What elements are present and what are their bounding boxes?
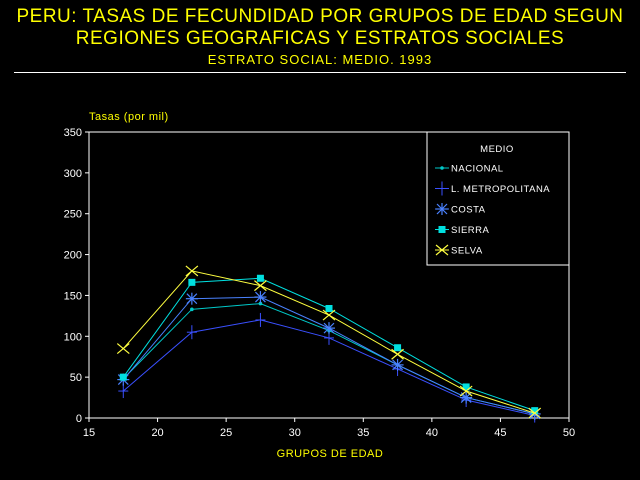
data-point-costa [460, 391, 473, 404]
y-axis-title: Tasas (por mil) [89, 111, 169, 123]
legend-label-l-metropolitana: L. METROPOLITANA [451, 184, 550, 195]
data-point-costa [323, 322, 335, 335]
data-point-costa [391, 358, 404, 371]
legend-marker-selva [435, 244, 449, 256]
data-point-selva [254, 280, 267, 292]
chart-subtitle: ESTRATO SOCIAL: MEDIO. 1993 [207, 52, 433, 67]
axes-layer: 0 50 100 150 200 250 300 350 15 20 25 30 35 40 45 50 [64, 127, 575, 439]
y-tick-label: 100 [64, 331, 82, 343]
data-point-selva [116, 343, 130, 355]
y-tick-label: 250 [64, 209, 82, 221]
data-point-sierra [531, 407, 539, 415]
data-point-sierra [119, 373, 127, 381]
x-tick-label: 25 [220, 427, 232, 439]
data-point-selva [391, 348, 404, 360]
x-tick-label: 45 [494, 427, 506, 439]
legend-item-nacional: NACIONAL [435, 164, 504, 175]
data-point-sierra [188, 278, 196, 286]
chart-title-line-1: PERU: TASAS DE FECUNDIDAD POR GRUPOS DE … [16, 6, 624, 27]
legend-label-costa: COSTA [451, 205, 486, 216]
title-block: PERU: TASAS DE FECUNDIDAD POR GRUPOS DE … [0, 6, 640, 69]
x-tick-label: 15 [83, 427, 95, 439]
data-point-sierra [325, 305, 333, 313]
y-tick-label: 150 [64, 290, 82, 302]
data-point-sierra [394, 344, 402, 352]
chart-title-line-2: REGIONES GEOGRAFICAS Y ESTRATOS SOCIALES [75, 28, 565, 49]
legend-item-sierra: SIERRA [435, 225, 490, 236]
data-point-l-metropolitana [255, 312, 266, 327]
x-tick-label: 40 [426, 427, 438, 439]
series-line-nacional [122, 303, 535, 415]
data-point-l-metropolitana [118, 384, 129, 399]
legend-marker-l-metropolitana [437, 181, 447, 196]
x-tick-label: 20 [151, 427, 163, 439]
legend-item-costa: COSTA [435, 203, 486, 216]
legend-label-sierra: SIERRA [451, 225, 490, 236]
legend-label-selva: SELVA [451, 246, 483, 257]
x-tick-label: 50 [563, 427, 575, 439]
data-point-selva [459, 385, 473, 397]
legend-marker-costa [436, 203, 448, 215]
y-tick-label: 0 [76, 413, 82, 425]
data-point-l-metropolitana [186, 325, 197, 340]
legend-title: MEDIO [480, 144, 514, 155]
legend-item-l-metropolitana: L. METROPOLITANA [435, 181, 550, 196]
legend-box [426, 131, 570, 266]
y-tick-label: 50 [70, 372, 82, 384]
data-point-costa [254, 291, 267, 304]
data-point-sierra [462, 383, 470, 391]
x-tick-label: 35 [357, 427, 369, 439]
x-axis-title: GRUPOS DE EDAD [277, 448, 384, 460]
data-point-sierra [256, 274, 264, 282]
data-point-selva [528, 407, 542, 419]
x-tick-label: 30 [289, 427, 301, 439]
legend-layer: MEDIO NACIONAL L. METROPOLITANA COSTA SIERRA… [426, 131, 570, 266]
legend-label-nacional: NACIONAL [451, 164, 504, 175]
data-point-nacional [258, 301, 263, 306]
y-tick-label: 200 [64, 250, 82, 262]
data-point-selva [322, 309, 336, 321]
data-point-nacional [190, 307, 194, 312]
y-tick-label: 300 [64, 168, 82, 180]
data-point-selva [185, 265, 199, 277]
plot-frame [88, 131, 570, 419]
title-divider [14, 72, 626, 73]
series-layer [116, 265, 542, 423]
legend-marker-nacional [440, 166, 444, 170]
legend-marker-sierra [438, 226, 446, 233]
legend-item-selva: SELVA [435, 244, 483, 257]
data-point-costa [185, 292, 198, 305]
y-tick-label: 350 [64, 127, 82, 139]
